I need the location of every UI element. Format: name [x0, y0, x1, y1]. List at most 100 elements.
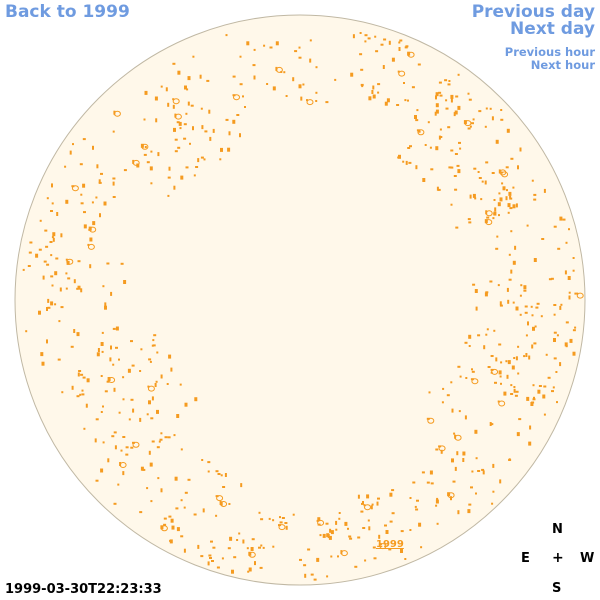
satellite-marker	[151, 396, 154, 401]
satellite-marker	[450, 149, 454, 152]
satellite-marker	[83, 224, 87, 229]
satellite-marker	[80, 373, 84, 376]
satellite-marker	[219, 158, 222, 161]
satellite-marker	[429, 146, 432, 149]
satellite-marker	[436, 497, 439, 500]
satellite-marker	[403, 82, 405, 84]
satellite-marker	[98, 181, 102, 184]
satellite-marker	[107, 458, 110, 463]
satellite-marker	[543, 385, 547, 388]
satellite-marker	[43, 260, 47, 263]
satellite-marker	[57, 358, 61, 361]
satellite-marker	[201, 125, 204, 130]
previous-day-link[interactable]: Previous day	[471, 2, 595, 22]
satellite-marker	[112, 196, 116, 198]
satellite-marker	[83, 427, 86, 430]
satellite-marker	[360, 83, 364, 86]
satellite-marker	[567, 276, 571, 280]
satellite-marker	[518, 418, 522, 421]
satellite-marker	[510, 157, 514, 160]
satellite-marker	[202, 508, 205, 513]
satellite-marker	[429, 470, 433, 475]
satellite-marker	[28, 251, 32, 254]
satellite-marker	[197, 158, 200, 163]
satellite-marker	[193, 513, 197, 516]
satellite-marker	[436, 522, 439, 525]
satellite-marker	[550, 277, 554, 280]
satellite-marker	[120, 262, 124, 265]
satellite-marker	[246, 41, 250, 46]
next-day-link[interactable]: Next day	[510, 19, 595, 39]
satellite-marker	[338, 512, 341, 514]
satellite-marker	[416, 499, 419, 502]
satellite-marker	[77, 372, 80, 377]
year-marker-label[interactable]: 1999	[376, 539, 404, 550]
satellite-marker	[564, 342, 568, 347]
satellite-marker	[435, 499, 439, 504]
timestamp: 1999-03-30T22:23:33	[5, 582, 162, 597]
satellite-marker	[446, 394, 450, 397]
satellite-marker	[368, 96, 372, 101]
satellite-marker	[430, 482, 434, 485]
satellite-marker	[143, 118, 146, 121]
satellite-marker	[104, 390, 108, 393]
satellite-marker	[415, 165, 418, 170]
satellite-marker	[499, 301, 502, 306]
satellite-marker	[55, 257, 59, 260]
satellite-marker	[462, 451, 466, 456]
back-to-year-link[interactable]: Back to 1999	[5, 2, 130, 22]
satellite-marker	[317, 517, 321, 522]
satellite-marker	[275, 41, 279, 46]
satellite-marker	[511, 365, 515, 370]
satellite-marker	[185, 166, 189, 169]
satellite-marker-ring	[379, 543, 387, 550]
satellite-marker	[533, 396, 535, 399]
satellite-marker	[497, 400, 500, 403]
satellite-marker-ring	[364, 504, 371, 511]
satellite-marker	[100, 172, 103, 175]
satellite-marker	[454, 466, 457, 471]
satellite-marker	[515, 203, 518, 208]
satellite-marker	[316, 519, 319, 522]
satellite-marker	[572, 351, 576, 356]
satellite-marker	[96, 164, 99, 169]
satellite-marker	[500, 361, 503, 364]
satellite-marker	[417, 63, 421, 66]
satellite-marker	[82, 376, 86, 379]
satellite-marker	[514, 245, 517, 250]
satellite-marker	[168, 515, 172, 518]
satellite-marker	[143, 153, 147, 156]
satellite-marker	[86, 378, 90, 383]
satellite-marker	[73, 329, 76, 333]
satellite-marker	[315, 66, 318, 69]
satellite-marker	[187, 478, 191, 481]
next-hour-link[interactable]: Next hour	[530, 58, 595, 72]
satellite-marker	[467, 218, 471, 221]
satellite-marker	[512, 186, 515, 189]
satellite-marker	[180, 175, 184, 180]
satellite-marker	[472, 118, 475, 121]
satellite-marker	[285, 525, 288, 530]
satellite-marker	[400, 549, 403, 553]
satellite-marker	[156, 446, 160, 449]
satellite-marker	[110, 345, 112, 350]
satellite-marker	[378, 534, 381, 539]
satellite-marker	[397, 70, 400, 73]
previous-hour-link[interactable]: Previous hour	[504, 45, 595, 59]
satellite-marker	[77, 260, 81, 263]
satellite-marker	[572, 257, 575, 259]
satellite-marker	[360, 68, 364, 71]
satellite-marker	[51, 183, 53, 188]
satellite-marker	[225, 118, 229, 121]
satellite-marker	[470, 486, 473, 489]
satellite-marker	[52, 237, 55, 242]
satellite-marker	[371, 503, 374, 506]
satellite-marker	[497, 202, 501, 207]
satellite-marker	[236, 539, 239, 541]
satellite-marker	[533, 342, 537, 345]
satellite-marker	[553, 357, 557, 360]
satellite-marker	[451, 408, 454, 413]
satellite-marker	[253, 48, 256, 51]
satellite-marker	[505, 360, 508, 363]
satellite-marker	[555, 371, 558, 373]
